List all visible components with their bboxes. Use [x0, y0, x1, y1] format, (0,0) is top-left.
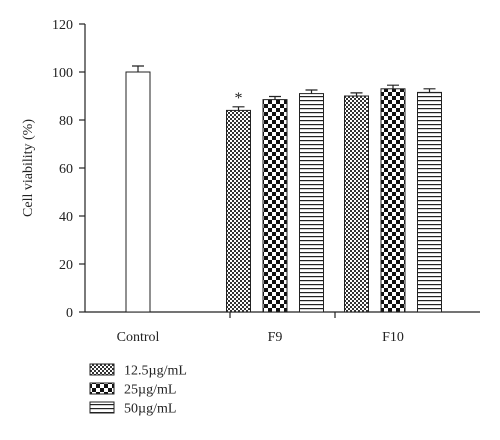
y-tick-label: 20 — [59, 258, 73, 273]
legend-label: 12.5µg/mL — [124, 364, 187, 379]
error-bar — [305, 89, 318, 94]
significance-marker: * — [235, 90, 243, 107]
bar-f9-series-2 — [262, 99, 288, 313]
y-tick-label: 40 — [59, 210, 73, 225]
error-bar — [423, 88, 436, 93]
y-tick-label: 0 — [66, 306, 73, 321]
y-axis-ticks: 0 20 40 60 80 100 120 — [52, 18, 85, 321]
error-bar — [387, 84, 399, 89]
y-tick-label: 60 — [59, 162, 73, 177]
bar-f9-series-1 — [226, 109, 251, 313]
legend-swatch — [89, 363, 115, 376]
x-axis-ticks: Control F9 F10 — [117, 312, 404, 345]
y-axis-label: Cell viability (%) — [21, 119, 36, 217]
error-bar — [350, 92, 363, 96]
x-tick-label: F10 — [382, 330, 404, 345]
bar-f9-series-3 — [299, 93, 324, 313]
bar-control — [125, 71, 151, 313]
annotations: * — [235, 90, 243, 107]
error-bar — [132, 65, 144, 72]
x-tick-label: Control — [117, 330, 160, 345]
bar-f10-series-2 — [380, 88, 406, 313]
y-tick-label: 80 — [59, 114, 73, 129]
x-tick-label: F9 — [268, 330, 283, 345]
legend-label: 25µg/mL — [124, 383, 176, 398]
bar-f10-series-3 — [417, 91, 442, 313]
error-bar — [232, 106, 245, 111]
legend: 12.5µg/mL 25µg/mL 50µg/mL — [89, 363, 187, 417]
legend-swatch — [89, 401, 115, 414]
legend-swatch — [89, 382, 115, 395]
bars — [125, 65, 442, 313]
legend-label: 50µg/mL — [124, 402, 176, 417]
bar-f10-series-1 — [344, 95, 369, 313]
y-tick-label: 100 — [52, 66, 73, 81]
y-tick-label: 120 — [52, 18, 73, 33]
error-bar — [269, 95, 281, 100]
